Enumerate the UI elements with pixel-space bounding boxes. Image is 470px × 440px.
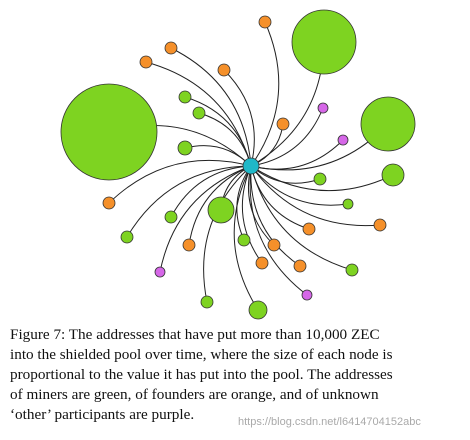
node bbox=[182, 238, 196, 252]
node bbox=[291, 9, 357, 75]
node bbox=[237, 233, 251, 247]
node bbox=[217, 63, 231, 77]
node bbox=[60, 83, 158, 181]
node bbox=[139, 55, 153, 69]
node bbox=[302, 222, 316, 236]
node bbox=[120, 230, 134, 244]
edge bbox=[198, 112, 252, 167]
hub-node bbox=[242, 157, 260, 175]
node bbox=[381, 163, 405, 187]
node bbox=[102, 196, 116, 210]
edge bbox=[250, 165, 349, 206]
caption-line: ‘other’ participants are purple. bbox=[10, 406, 195, 423]
node bbox=[255, 256, 269, 270]
node bbox=[301, 289, 313, 301]
caption-line: into the shielded pool over time, where … bbox=[10, 346, 393, 363]
node bbox=[267, 238, 281, 252]
edge bbox=[250, 165, 301, 267]
node bbox=[192, 106, 206, 120]
node bbox=[313, 172, 327, 186]
edge bbox=[223, 69, 255, 167]
caption-line: Figure 7: The addresses that have put mo… bbox=[10, 326, 380, 343]
node bbox=[164, 41, 178, 55]
node bbox=[276, 117, 290, 131]
edge bbox=[250, 165, 381, 227]
edge bbox=[126, 165, 252, 238]
edge bbox=[249, 165, 308, 296]
node bbox=[177, 140, 193, 156]
edge bbox=[233, 165, 259, 311]
node bbox=[360, 96, 416, 152]
node bbox=[293, 259, 307, 273]
node bbox=[178, 90, 192, 104]
node bbox=[317, 102, 329, 114]
node bbox=[345, 263, 359, 277]
edge bbox=[188, 165, 252, 246]
edge bbox=[250, 139, 344, 170]
network-graph bbox=[60, 9, 416, 320]
edge bbox=[145, 61, 252, 167]
edge bbox=[248, 165, 275, 246]
edge bbox=[250, 21, 280, 167]
node bbox=[207, 196, 235, 224]
caption-line: proportional to the value it has put int… bbox=[10, 366, 393, 383]
node bbox=[248, 300, 268, 320]
node bbox=[200, 295, 214, 309]
edge bbox=[250, 107, 324, 167]
node bbox=[373, 218, 387, 232]
edge bbox=[241, 165, 263, 264]
watermark: https://blog.csdn.net/l6414704152abc bbox=[238, 416, 421, 428]
edge bbox=[159, 165, 252, 273]
edge bbox=[250, 165, 310, 230]
edge bbox=[250, 165, 394, 192]
edge bbox=[203, 165, 252, 303]
node bbox=[342, 198, 354, 210]
node bbox=[258, 15, 272, 29]
node bbox=[164, 210, 178, 224]
node bbox=[337, 134, 349, 146]
edge bbox=[184, 145, 252, 167]
caption-line: of miners are green, of founders are ora… bbox=[10, 386, 379, 403]
edge bbox=[170, 47, 252, 167]
edge bbox=[170, 165, 252, 218]
edge bbox=[108, 159, 252, 204]
node bbox=[154, 266, 166, 278]
